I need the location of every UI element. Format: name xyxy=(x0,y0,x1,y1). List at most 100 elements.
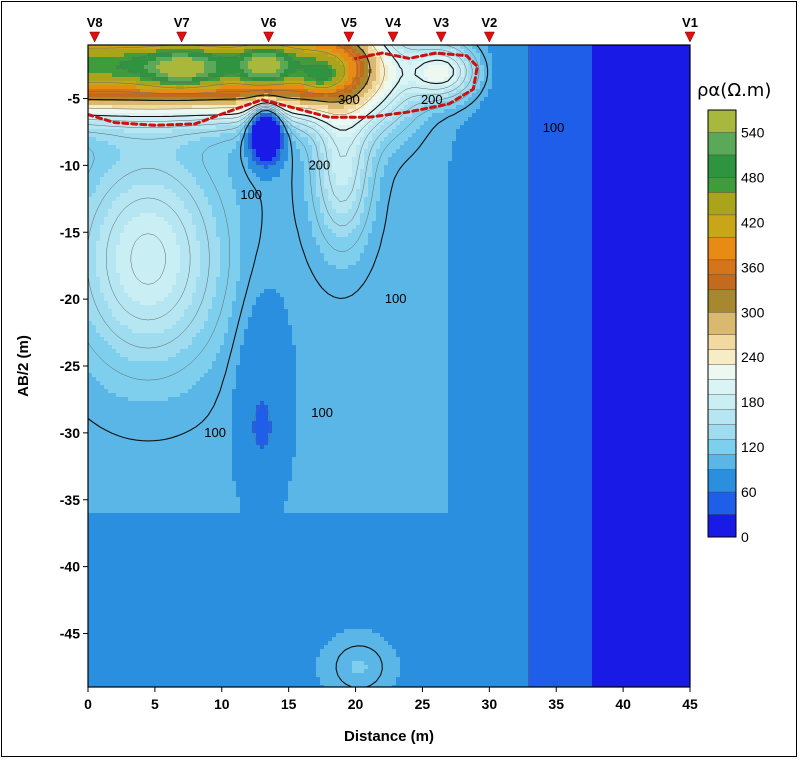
colorbar-segment xyxy=(708,409,736,425)
y-tick-label: -20 xyxy=(60,291,80,307)
x-tick-label: 45 xyxy=(682,696,698,712)
colorbar-segment xyxy=(708,132,736,155)
y-tick-label: -25 xyxy=(60,358,80,374)
contour-100 xyxy=(88,45,489,687)
colorbar-tick-label: 240 xyxy=(741,349,765,365)
x-tick-label: 15 xyxy=(281,696,297,712)
colorbar-tick-label: 420 xyxy=(741,214,765,230)
colorbar-segment xyxy=(708,439,736,455)
colorbar-segment xyxy=(708,154,736,178)
y-axis: -5 -10 -15 -20 -25 -30 -35 -40 -45 xyxy=(60,91,88,642)
colorbar-tick-label: 60 xyxy=(741,484,757,500)
colorbar-segment xyxy=(708,110,736,133)
colorbar: 0 60 120 180 240 300 360 420 480 540 xyxy=(707,109,765,545)
colorbar-segment xyxy=(708,379,736,395)
sounding-marker-icon xyxy=(89,31,101,43)
colorbar-border xyxy=(707,109,737,538)
contour-160 xyxy=(88,45,467,321)
y-axis-title: AB/2 (m) xyxy=(15,335,32,397)
sounding-marker-icon xyxy=(387,31,399,43)
plot-background xyxy=(88,45,690,687)
sounding-marker-icon xyxy=(176,31,188,43)
x-tick-label: 35 xyxy=(548,696,564,712)
sounding-label: V6 xyxy=(261,15,277,30)
colorbar-segment xyxy=(708,469,736,493)
colorbar-segment xyxy=(708,394,736,410)
y-tick-label: -35 xyxy=(60,492,80,508)
x-tick-label: 0 xyxy=(84,696,92,712)
colorbar-segment xyxy=(708,424,736,440)
colorbar-segment xyxy=(708,454,736,470)
y-tick-label: -45 xyxy=(60,626,80,642)
x-tick-label: 30 xyxy=(482,696,498,712)
colorbar-tick-label: 360 xyxy=(741,259,765,275)
sounding-label: V2 xyxy=(481,15,497,30)
colorbar-segment xyxy=(708,492,736,515)
sounding-label: V8 xyxy=(87,15,103,30)
colorbar-segment xyxy=(708,514,736,537)
contour-labels: 300 200 100 200 100 100 100 100 xyxy=(204,92,564,440)
sounding-label: V3 xyxy=(433,15,449,30)
colorbar-segment xyxy=(708,349,736,365)
sounding-marker-icon xyxy=(684,31,696,43)
colorbar-title: ρα(Ω.m) xyxy=(697,80,771,101)
contour-label: 100 xyxy=(543,120,565,135)
anomaly-outline xyxy=(88,51,479,127)
contour-180 xyxy=(88,45,461,285)
contour-420 xyxy=(88,45,346,89)
y-tick-label: -30 xyxy=(60,425,80,441)
x-tick-label: 25 xyxy=(415,696,431,712)
y-tick-label: -10 xyxy=(60,157,80,173)
contour-label: 300 xyxy=(338,92,360,107)
sounding-label: V7 xyxy=(174,15,190,30)
contour-label: 100 xyxy=(204,425,226,440)
sounding-marker-icon xyxy=(483,31,495,43)
x-axis: 0 5 10 15 20 25 30 35 40 45 xyxy=(84,687,698,712)
contour-label: 100 xyxy=(240,187,262,202)
sounding-label: V5 xyxy=(341,15,357,30)
colorbar-segment xyxy=(708,214,736,238)
colorbar-tick-label: 0 xyxy=(741,529,749,545)
x-tick-label: 5 xyxy=(151,696,159,712)
x-axis-title: Distance (m) xyxy=(344,728,434,745)
contour-label: 100 xyxy=(311,405,333,420)
contour-60 xyxy=(248,45,530,687)
sounding-marker-icon xyxy=(263,31,275,43)
colorbar-segment xyxy=(708,289,736,313)
contour-120 xyxy=(88,45,480,381)
colorbar-tick-label: 300 xyxy=(741,304,765,320)
contour-label: 200 xyxy=(309,157,331,172)
sounding-markers: V8 V7 V6 V5 V4 V3 V2 V1 xyxy=(87,15,698,43)
x-tick-label: 10 xyxy=(214,696,230,712)
contour-label: 200 xyxy=(421,92,443,107)
colorbar-tick-label: 120 xyxy=(741,439,765,455)
colorbar-tick-label: 540 xyxy=(741,124,765,140)
colorbar-tick-label: 480 xyxy=(741,169,765,185)
contour-360 xyxy=(88,45,359,95)
sounding-label: V4 xyxy=(385,15,402,30)
colorbar-segment xyxy=(708,334,736,350)
sounding-label: V1 xyxy=(682,15,698,30)
contour-lines xyxy=(88,45,530,687)
sounding-marker-icon xyxy=(435,31,447,43)
contour-200 xyxy=(88,45,454,131)
colorbar-segment xyxy=(708,312,736,335)
resistivity-fill xyxy=(88,45,690,687)
colorbar-tick-label: 180 xyxy=(741,394,765,410)
sounding-marker-icon xyxy=(343,31,355,43)
x-tick-label: 40 xyxy=(615,696,631,712)
colorbar-segment xyxy=(708,177,736,193)
colorbar-segment xyxy=(708,364,736,380)
colorbar-segment xyxy=(708,237,736,260)
contour-480 xyxy=(119,49,331,83)
y-tick-label: -5 xyxy=(68,91,81,107)
contour-label: 100 xyxy=(385,291,407,306)
y-tick-label: -15 xyxy=(60,224,80,240)
colorbar-segment xyxy=(708,274,736,290)
x-tick-label: 20 xyxy=(348,696,364,712)
y-tick-label: -40 xyxy=(60,559,80,575)
colorbar-segment xyxy=(708,259,736,275)
colorbar-segment xyxy=(708,192,736,215)
